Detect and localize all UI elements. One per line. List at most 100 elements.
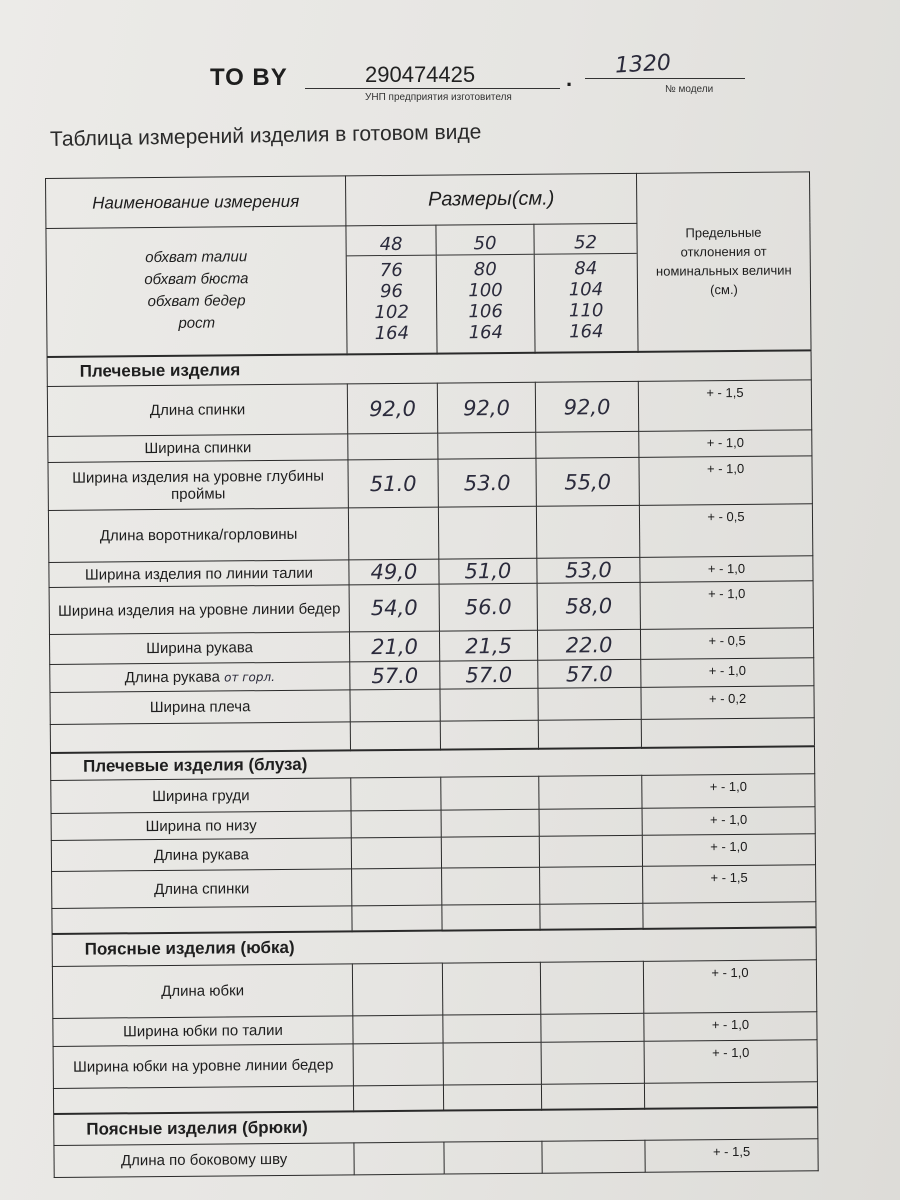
size-value-cell [352,963,443,1016]
size-value-cell [439,688,539,722]
measurement-label: Длина спинки [149,401,246,420]
size-value-cell: 57.0 [439,660,538,690]
measurement-name: Длина рукава от горл. [49,661,350,693]
size-52-column: 52 84 104 110 164 [533,223,639,353]
measurement-name: Длина рукава [51,837,352,872]
size-value-cell [353,1085,444,1111]
tolerance-cell: + - 0,5 [639,503,813,558]
size-value-cell [539,903,644,930]
tolerance-cell: + - 0,5 [640,627,814,660]
size-value-cell [442,962,541,1016]
body-value: 80 [473,259,497,281]
measurement-name: Ширина спинки [47,433,348,463]
size-value-cell [441,867,540,906]
tolerance-cell: + - 1,5 [644,1138,819,1173]
measurement-name: Ширина плеча [49,689,351,725]
size-value-cell: 58,0 [537,582,641,631]
measurement-label: Длина рукава [153,845,250,864]
size-value-cell: 54,0 [349,584,440,632]
size-value-cell: 92,0 [347,383,438,434]
column-header-sizes: Размеры(см.) [345,173,637,226]
table-row: Ширина юбки на уровне линии бедер + - 1,0 [53,1039,818,1089]
tolerance-cell [644,1081,818,1109]
measurement-name: Ширина изделия на уровне линии бедер [49,584,350,635]
measurement-name: Ширина юбки на уровне линии бедер [53,1043,354,1089]
table-row: Длина по боковому шву + - 1,5 [53,1138,819,1178]
measurement-label: Ширина изделия на уровне линии бедер [58,599,341,620]
measurement-label: Длина спинки [153,879,250,898]
table-row: Длина воротника/горловины + - 0,5 [48,503,813,563]
size-value-cell [440,776,540,811]
measurement-label: Длина воротника/горловины [99,525,298,545]
table-row: Ширина изделия на уровне линии бедер 54,0… [49,580,814,635]
size-value-cell [440,720,539,750]
size-value-cell [541,1140,646,1174]
column-header-name: Наименование измерения [45,175,346,229]
size-value-cell [347,433,438,460]
size-value-cell: 57.0 [537,659,641,689]
measurement-name: Ширина изделия на уровне глубины проймы [47,459,349,511]
size-value-cell: 55,0 [535,457,640,507]
column-header-tolerance: Предельные отклонения от номинальных вел… [636,171,812,352]
measurement-label: Ширина плеча [149,698,251,717]
measurement-label: Ширина груди [152,786,250,805]
tolerance-cell: + - 1,0 [641,773,816,809]
size-value-cell: 53,0 [536,557,641,584]
size-value-cell [536,505,640,559]
body-value: 164 [374,323,410,345]
size-label: 50 [436,232,534,256]
body-value: 110 [568,300,604,322]
body-measure-label: обхват бюста [144,270,249,289]
size-value-cell [352,1015,444,1044]
body-value: 104 [568,279,604,301]
tolerance-cell: + - 0,2 [640,685,815,720]
size-48-column: 48 76 96 102 164 [345,225,438,354]
unp-underline [305,88,560,89]
size-value-cell [348,507,439,560]
measurement-label: Длина по боковому шву [120,1150,288,1170]
handwritten-note: от горл. [224,670,276,685]
body-value: 102 [374,302,409,324]
tolerance-cell: + - 1,5 [642,864,816,904]
tolerance-cell: + - 1,0 [640,580,814,630]
size-value-cell [351,837,442,869]
size-value-cell [351,810,442,838]
table-row: Ширина изделия на уровне глубины проймы 5… [47,455,813,511]
size-value-cell: 92,0 [437,382,536,434]
size-value-cell [441,836,540,869]
size-value-cell: 56.0 [439,583,538,632]
size-value-cell [539,835,643,868]
measurement-name [50,721,351,753]
measurement-label: Ширина изделия по линии талии [84,564,314,584]
tolerance-cell: + - 1,0 [643,1011,818,1042]
body-measure-label: обхват бедер [147,292,246,311]
size-label: 48 [346,233,436,257]
size-value-cell [539,866,643,905]
size-value-cell [441,904,541,931]
size-value-cell [353,1142,445,1175]
table-row: Длина спинки 92,0 92,0 92,0 + - 1,5 [47,379,812,437]
tolerance-cell [641,717,815,748]
measurement-label: Ширина юбки по талии [122,1021,283,1041]
measurement-name: Ширина груди [50,777,352,814]
measurement-label: Длина юбки [161,982,245,1001]
separator-dot: . [566,66,573,91]
measurement-name [51,905,353,934]
size-value-cell [443,1141,543,1175]
measurement-name: Длина юбки [52,963,353,1019]
tolerance-cell: + - 1,0 [642,806,816,836]
size-value-cell: 51.0 [347,459,439,508]
measurement-label: Ширина изделия на уровне глубины проймы [72,467,325,503]
size-value-cell [535,431,639,459]
size-value-cell [351,868,442,906]
size-value-cell [539,808,643,837]
page-title: Таблица измерений изделия в готовом виде [49,120,482,151]
measurement-label: Ширина спинки [144,439,252,458]
size-value-cell [537,687,642,721]
size-value-cell [349,689,441,722]
size-value-cell: 51,0 [438,558,538,585]
model-underline [585,78,745,79]
measurement-label: Длина рукава [124,668,220,687]
body-measure-label: рост [178,314,216,333]
